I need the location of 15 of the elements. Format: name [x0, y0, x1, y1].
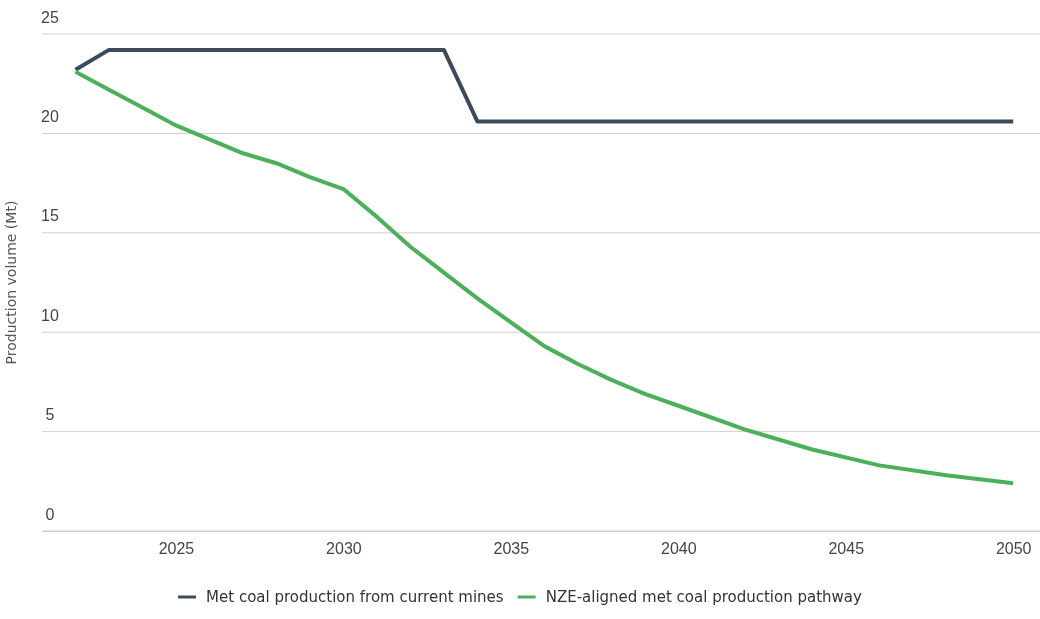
legend-label: Met coal production from current mines [206, 588, 504, 606]
y-tick-label: 20 [41, 107, 59, 125]
y-tick-label: 5 [45, 406, 55, 424]
x-tick-label: 2050 [995, 540, 1032, 558]
y-tick-label: 10 [41, 306, 59, 324]
x-tick-label: 2035 [493, 540, 530, 558]
x-tick-label: 2030 [326, 540, 362, 558]
legend-label: NZE-aligned met coal production pathway [545, 588, 863, 606]
y-tick-label: 0 [45, 505, 55, 523]
x-tick-label: 2045 [828, 540, 865, 558]
y-tick-label: 25 [41, 8, 59, 26]
y-tick-label: 15 [41, 207, 59, 225]
x-tick-label: 2025 [158, 540, 195, 558]
y-axis-title: Production volume (Mt) [3, 200, 19, 365]
x-tick-label: 2040 [661, 540, 697, 558]
